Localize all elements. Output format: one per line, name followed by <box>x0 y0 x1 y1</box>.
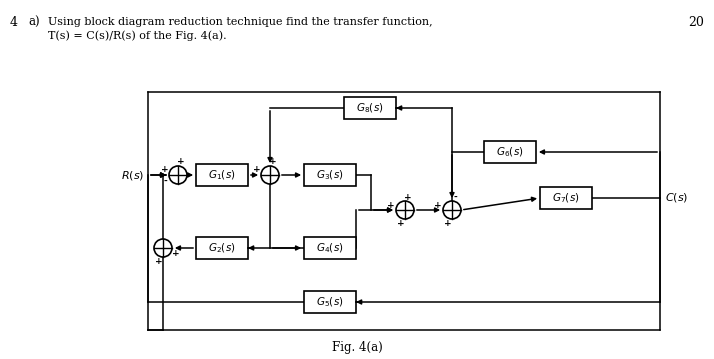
Text: +: + <box>434 201 442 210</box>
Text: +: + <box>177 158 185 167</box>
Bar <box>304 237 356 259</box>
Text: 20: 20 <box>688 15 704 28</box>
Text: $G_5(s)$: $G_5(s)$ <box>316 295 343 309</box>
Bar <box>344 97 396 119</box>
Text: +: + <box>172 248 180 257</box>
Text: +: + <box>155 256 163 266</box>
Text: +: + <box>404 192 412 201</box>
Circle shape <box>443 201 461 219</box>
Text: -: - <box>163 177 167 186</box>
Circle shape <box>261 166 279 184</box>
Text: +: + <box>253 165 261 174</box>
Text: $C(s)$: $C(s)$ <box>665 191 688 205</box>
Text: $G_4(s)$: $G_4(s)$ <box>316 241 343 255</box>
Bar <box>304 164 356 186</box>
Circle shape <box>169 166 187 184</box>
Text: $G_1(s)$: $G_1(s)$ <box>208 168 236 182</box>
Text: +: + <box>397 219 405 228</box>
Bar <box>484 141 536 163</box>
Circle shape <box>396 201 414 219</box>
Text: $G_8(s)$: $G_8(s)$ <box>356 101 383 115</box>
Text: +: + <box>387 201 395 210</box>
Bar <box>196 237 248 259</box>
Text: T(s) = C(s)/R(s) of the Fig. 4(a).: T(s) = C(s)/R(s) of the Fig. 4(a). <box>48 31 226 41</box>
Text: $G_2(s)$: $G_2(s)$ <box>208 241 236 255</box>
Text: $R(s)$: $R(s)$ <box>121 168 144 182</box>
Circle shape <box>154 239 172 257</box>
Text: $G_7(s)$: $G_7(s)$ <box>552 191 580 205</box>
Text: 4: 4 <box>10 15 18 28</box>
Text: Fig. 4(a): Fig. 4(a) <box>331 340 383 354</box>
Bar <box>304 291 356 313</box>
Text: $G_3(s)$: $G_3(s)$ <box>316 168 343 182</box>
Text: $G_6(s)$: $G_6(s)$ <box>496 145 524 159</box>
Bar <box>540 187 592 209</box>
Text: +: + <box>161 165 169 174</box>
Text: -: - <box>453 192 457 201</box>
Text: +: + <box>444 219 452 228</box>
Text: a): a) <box>28 15 39 28</box>
Text: +: + <box>269 158 277 167</box>
Bar <box>196 164 248 186</box>
Text: Using block diagram reduction technique find the transfer function,: Using block diagram reduction technique … <box>48 17 433 27</box>
